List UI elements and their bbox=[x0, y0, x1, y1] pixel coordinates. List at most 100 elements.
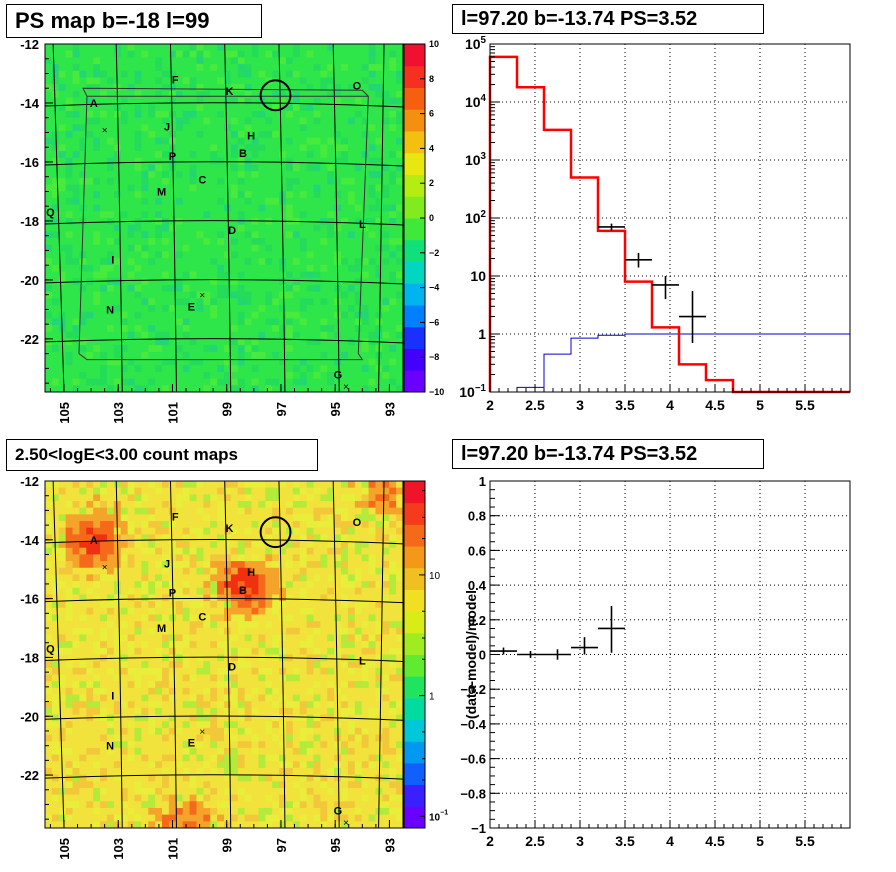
map-pixel bbox=[100, 358, 108, 366]
map-pixel bbox=[189, 258, 197, 266]
map-pixel bbox=[45, 481, 53, 489]
map-pixel bbox=[368, 251, 376, 259]
map-pixel bbox=[134, 647, 142, 655]
map-pixel bbox=[196, 554, 204, 562]
map-pixel bbox=[155, 378, 163, 386]
map-pixel bbox=[272, 90, 280, 98]
map-pixel bbox=[120, 754, 129, 762]
map-pixel bbox=[272, 371, 280, 380]
map-pixel bbox=[382, 97, 390, 105]
map-pixel bbox=[196, 284, 204, 293]
map-pixel bbox=[93, 814, 101, 822]
map-pixel bbox=[375, 104, 383, 112]
map-pixel bbox=[51, 97, 60, 105]
map-pixel bbox=[244, 507, 252, 515]
map-pixel bbox=[279, 561, 287, 569]
map-pixel bbox=[210, 801, 218, 809]
map-pixel bbox=[51, 151, 60, 159]
map-pixel bbox=[127, 547, 135, 555]
map-pixel bbox=[292, 494, 301, 502]
map-pixel bbox=[93, 284, 101, 293]
map-pixel bbox=[230, 561, 239, 569]
map-pixel bbox=[134, 57, 142, 65]
map-pixel bbox=[100, 224, 108, 232]
map-pixel bbox=[65, 734, 73, 742]
map-pixel bbox=[354, 385, 363, 393]
map-pixel bbox=[203, 224, 211, 232]
map-pixel bbox=[155, 97, 163, 105]
map-pixel bbox=[86, 311, 94, 319]
map-pixel bbox=[258, 204, 266, 212]
map-pixel bbox=[354, 218, 363, 226]
map-pixel bbox=[113, 734, 122, 742]
map-pixel bbox=[141, 305, 149, 313]
map-pixel bbox=[189, 338, 197, 346]
map-pixel bbox=[155, 541, 163, 549]
map-pixel bbox=[134, 494, 142, 502]
map-pixel bbox=[141, 807, 149, 816]
map-pixel bbox=[182, 84, 190, 92]
map-pixel bbox=[65, 110, 73, 119]
map-pixel bbox=[127, 721, 135, 729]
map-pixel bbox=[72, 767, 80, 776]
map-pixel bbox=[134, 244, 142, 252]
map-pixel bbox=[258, 231, 266, 239]
map-pixel bbox=[93, 271, 101, 279]
map-pixel bbox=[244, 238, 252, 246]
map-pixel bbox=[258, 627, 266, 635]
map-pixel bbox=[196, 627, 204, 635]
map-pixel bbox=[258, 378, 266, 386]
map-pixel bbox=[113, 271, 122, 279]
map-pixel bbox=[299, 84, 308, 92]
map-pixel bbox=[196, 801, 204, 809]
map-pixel bbox=[279, 574, 287, 582]
map-pixel bbox=[106, 481, 115, 489]
map-pixel bbox=[113, 801, 122, 809]
map-pixel bbox=[230, 284, 239, 293]
map-pixel bbox=[168, 298, 177, 306]
map-pixel bbox=[299, 494, 308, 502]
map-pixel bbox=[306, 494, 314, 502]
map-pixel bbox=[127, 70, 135, 78]
map-pixel bbox=[134, 741, 142, 749]
map-pixel bbox=[272, 767, 280, 776]
map-pixel bbox=[285, 244, 294, 252]
map-pixel bbox=[203, 104, 211, 112]
map-pixel bbox=[100, 151, 108, 159]
map-pixel bbox=[182, 607, 190, 615]
map-pixel bbox=[368, 84, 376, 92]
map-pixel bbox=[375, 50, 383, 58]
map-pixel bbox=[72, 385, 80, 393]
map-pixel bbox=[313, 64, 321, 72]
map-pixel bbox=[120, 781, 129, 789]
map-pixel bbox=[79, 318, 87, 326]
map-pixel bbox=[79, 365, 87, 373]
map-pixel bbox=[86, 325, 94, 333]
map-pixel bbox=[285, 734, 294, 742]
map-pixel bbox=[93, 278, 101, 286]
map-pixel bbox=[237, 761, 246, 769]
map-pixel bbox=[127, 601, 135, 609]
map-pixel bbox=[45, 507, 53, 515]
colorbar-cell bbox=[404, 348, 425, 371]
map-pixel bbox=[72, 197, 80, 206]
map-pixel bbox=[347, 70, 356, 78]
map-pixel bbox=[210, 607, 218, 615]
map-pixel bbox=[51, 184, 60, 192]
map-pixel bbox=[86, 90, 94, 98]
map-pixel bbox=[258, 144, 266, 152]
map-pixel bbox=[175, 231, 184, 239]
map-pixel bbox=[382, 197, 390, 206]
map-pixel bbox=[237, 487, 246, 495]
map-pixel bbox=[113, 774, 122, 782]
map-pixel bbox=[72, 547, 80, 555]
map-pixel bbox=[230, 667, 239, 675]
map-pixel bbox=[313, 117, 321, 125]
map-pixel bbox=[244, 707, 252, 715]
map-pixel bbox=[86, 50, 94, 58]
map-pixel bbox=[224, 647, 232, 655]
map-pixel bbox=[368, 204, 376, 212]
map-pixel bbox=[196, 325, 204, 333]
map-pixel bbox=[175, 97, 184, 105]
map-pixel bbox=[182, 184, 190, 192]
